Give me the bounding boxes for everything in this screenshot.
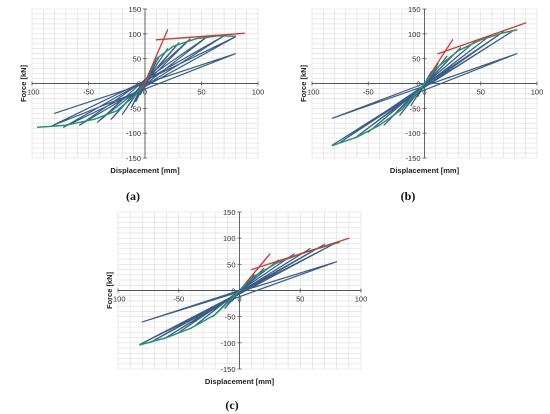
x-tick-label: -100 — [304, 88, 319, 97]
y-tick-label: 150 — [128, 5, 141, 14]
y-axis-label: Force [kN] — [299, 64, 308, 102]
y-tick-label: 0 — [231, 287, 235, 296]
series-hysteresis — [139, 241, 338, 345]
x-tick-label: -100 — [110, 295, 125, 304]
x-tick-label: 0 — [422, 88, 426, 97]
x-axis-label: Displacement [mm] — [205, 377, 275, 386]
series-post-yield-tangent — [155, 32, 246, 41]
y-tick-label: -50 — [410, 104, 421, 113]
y-tick-label: -150 — [405, 154, 420, 163]
y-tick-label: -100 — [405, 129, 420, 138]
x-axis-label: Displacement [mm] — [110, 166, 180, 175]
y-tick-label: -50 — [130, 104, 141, 113]
y-tick-label: -150 — [126, 154, 141, 163]
y-tick-label: 50 — [227, 260, 235, 269]
x-tick-label: -50 — [363, 88, 374, 97]
y-tick-label: 100 — [128, 30, 141, 39]
x-tick-label: 100 — [252, 88, 265, 97]
y-axis-label: Force [kN] — [19, 64, 28, 102]
y-tick-label: -100 — [220, 339, 235, 348]
y-tick-label: 150 — [408, 5, 421, 14]
y-tick-label: -100 — [126, 129, 141, 138]
y-tick-label: 50 — [133, 55, 141, 64]
x-tick-label: 100 — [531, 88, 544, 97]
y-tick-label: 100 — [223, 234, 236, 243]
y-tick-label: 0 — [416, 80, 420, 89]
x-axis-label: Displacement [mm] — [390, 166, 460, 175]
y-tick-label: -150 — [220, 365, 235, 374]
series-elastic-tangent — [429, 39, 454, 76]
x-tick-label: -50 — [83, 88, 94, 97]
y-tick-label: 50 — [412, 55, 420, 64]
x-tick-label: -100 — [24, 88, 39, 97]
y-axis-label: Force [kN] — [105, 271, 114, 309]
series-elastic-tangent — [244, 253, 271, 284]
x-tick-label: 100 — [355, 295, 368, 304]
x-tick-label: 50 — [296, 295, 304, 304]
x-tick-label: 0 — [143, 88, 147, 97]
x-tick-label: 0 — [237, 295, 241, 304]
y-tick-label: -50 — [225, 313, 236, 322]
y-tick-label: 150 — [223, 208, 236, 217]
x-tick-label: -50 — [173, 295, 184, 304]
x-tick-label: 50 — [477, 88, 485, 97]
x-tick-label: 50 — [197, 88, 205, 97]
y-tick-label: 100 — [408, 30, 421, 39]
panel-caption: (a) — [126, 189, 140, 203]
series-post-yield-tangent — [251, 237, 350, 271]
series-envelope — [331, 29, 518, 147]
series-post-yield-tangent — [437, 22, 527, 55]
panel-caption: (b) — [401, 189, 416, 203]
panel-caption: (c) — [225, 398, 238, 412]
